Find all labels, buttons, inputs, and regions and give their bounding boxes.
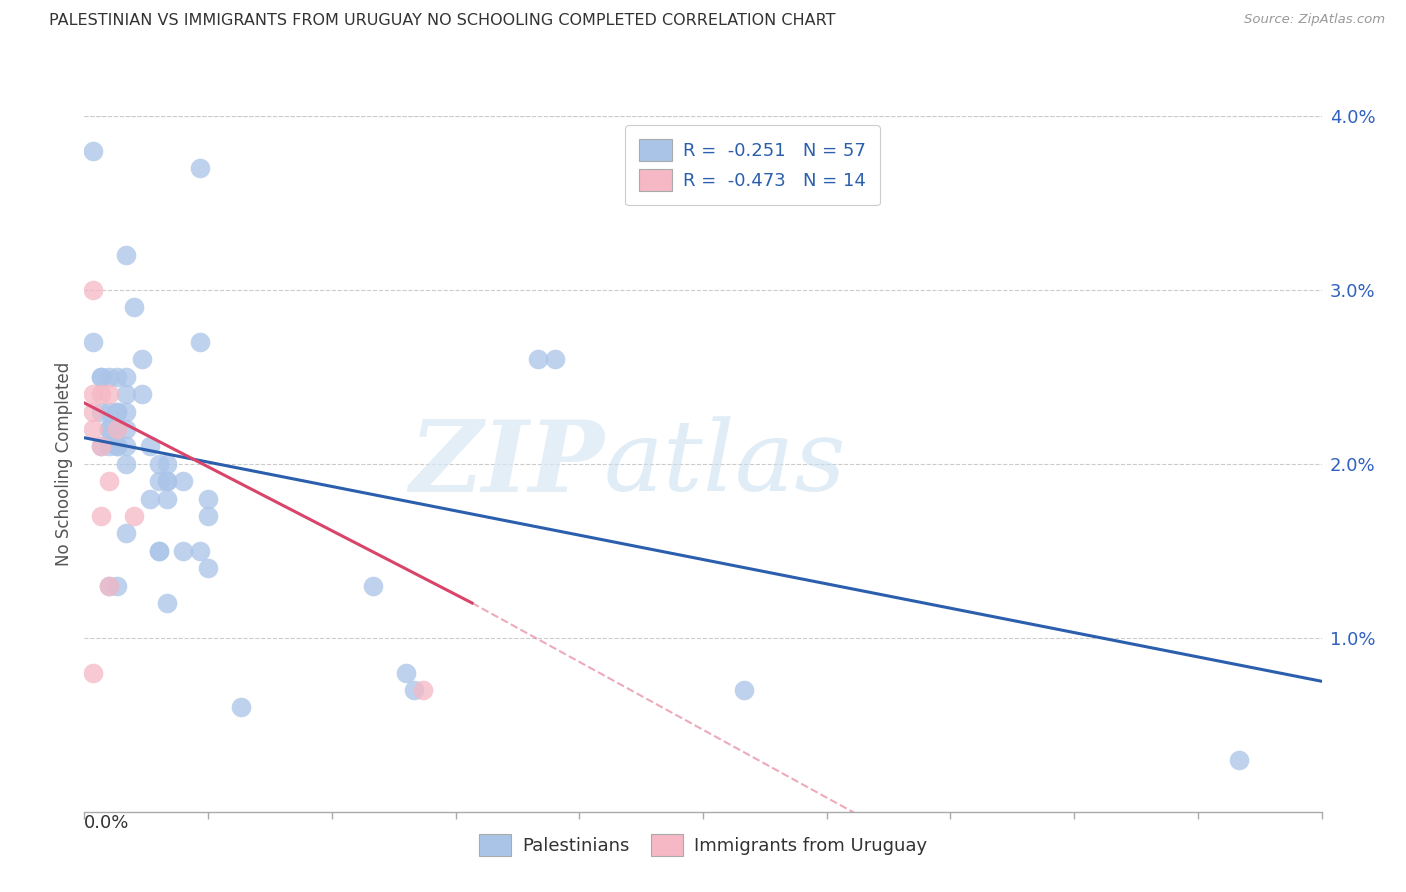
Point <box>82 422 104 436</box>
Point <box>114 422 136 436</box>
Point <box>156 596 179 610</box>
Text: 0.0%: 0.0% <box>84 814 129 832</box>
Legend: Palestinians, Immigrants from Uruguay: Palestinians, Immigrants from Uruguay <box>470 825 936 865</box>
Point <box>98 387 121 401</box>
Point <box>131 352 153 367</box>
Point <box>543 352 565 367</box>
Point <box>1227 753 1250 767</box>
Point <box>90 405 112 419</box>
Point <box>148 475 170 489</box>
Point <box>98 579 121 593</box>
Point <box>105 440 128 454</box>
Point <box>156 457 179 471</box>
Point <box>188 544 211 558</box>
Point <box>122 508 145 523</box>
Point <box>404 683 426 698</box>
Point <box>122 300 145 315</box>
Point <box>82 405 104 419</box>
Point <box>412 683 434 698</box>
Point <box>131 387 153 401</box>
Point <box>114 440 136 454</box>
Point <box>90 508 112 523</box>
Point <box>82 334 104 349</box>
Point <box>105 405 128 419</box>
Point <box>105 440 128 454</box>
Point <box>156 475 179 489</box>
Point <box>105 422 128 436</box>
Point <box>90 440 112 454</box>
Point <box>82 283 104 297</box>
Point <box>139 440 162 454</box>
Point <box>105 422 128 436</box>
Point <box>114 369 136 384</box>
Point <box>197 508 219 523</box>
Text: PALESTINIAN VS IMMIGRANTS FROM URUGUAY NO SCHOOLING COMPLETED CORRELATION CHART: PALESTINIAN VS IMMIGRANTS FROM URUGUAY N… <box>49 13 835 29</box>
Point <box>733 683 755 698</box>
Point <box>527 352 550 367</box>
Point <box>114 526 136 541</box>
Point <box>98 475 121 489</box>
Point <box>172 544 194 558</box>
Point <box>98 440 121 454</box>
Point <box>188 161 211 176</box>
Point <box>188 334 211 349</box>
Text: ZIP: ZIP <box>409 416 605 512</box>
Point <box>82 387 104 401</box>
Point <box>98 369 121 384</box>
Point <box>90 387 112 401</box>
Point <box>98 579 121 593</box>
Point <box>148 544 170 558</box>
Point <box>90 369 112 384</box>
Point <box>148 544 170 558</box>
Point <box>105 369 128 384</box>
Point <box>90 369 112 384</box>
Point <box>361 579 384 593</box>
Point <box>105 405 128 419</box>
Point <box>156 475 179 489</box>
Point <box>229 700 252 714</box>
Point <box>98 405 121 419</box>
Point <box>172 475 194 489</box>
Point <box>395 665 418 680</box>
Point <box>148 457 170 471</box>
Point <box>82 144 104 158</box>
Point <box>98 422 121 436</box>
Point <box>114 387 136 401</box>
Point <box>139 491 162 506</box>
Point <box>98 422 121 436</box>
Point <box>114 405 136 419</box>
Text: Source: ZipAtlas.com: Source: ZipAtlas.com <box>1244 13 1385 27</box>
Point <box>82 665 104 680</box>
Point <box>197 491 219 506</box>
Point <box>197 561 219 575</box>
Point <box>90 440 112 454</box>
Point <box>105 579 128 593</box>
Text: atlas: atlas <box>605 417 846 511</box>
Point <box>114 248 136 262</box>
Point <box>156 491 179 506</box>
Point <box>114 457 136 471</box>
Y-axis label: No Schooling Completed: No Schooling Completed <box>55 362 73 566</box>
